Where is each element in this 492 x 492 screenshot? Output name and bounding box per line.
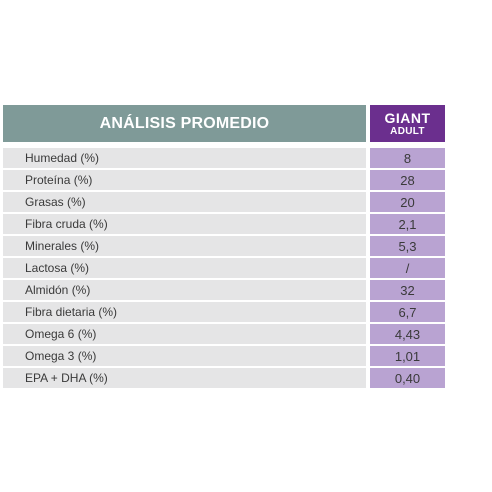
row-label: Humedad (%) bbox=[3, 148, 366, 168]
row-label: Omega 3 (%) bbox=[3, 346, 366, 366]
row-label: Fibra dietaria (%) bbox=[3, 302, 366, 322]
row-value: 1,01 bbox=[370, 346, 445, 366]
row-label: Almidón (%) bbox=[3, 280, 366, 300]
table-row: Grasas (%) 20 bbox=[3, 192, 445, 212]
row-value: 4,43 bbox=[370, 324, 445, 344]
product-name: GIANT bbox=[384, 109, 431, 126]
row-label: Grasas (%) bbox=[3, 192, 366, 212]
row-label: Fibra cruda (%) bbox=[3, 214, 366, 234]
nutrition-table: ANÁLISIS PROMEDIO GIANT ADULT Humedad (%… bbox=[3, 105, 445, 390]
row-value: 32 bbox=[370, 280, 445, 300]
table-row: Humedad (%) 8 bbox=[3, 148, 445, 168]
table-row: Fibra cruda (%) 2,1 bbox=[3, 214, 445, 234]
header-product: GIANT ADULT bbox=[370, 105, 445, 142]
table-row: Minerales (%) 5,3 bbox=[3, 236, 445, 256]
row-value: 0,40 bbox=[370, 368, 445, 388]
row-label: Proteína (%) bbox=[3, 170, 366, 190]
row-label: EPA + DHA (%) bbox=[3, 368, 366, 388]
row-value: 6,7 bbox=[370, 302, 445, 322]
row-label: Lactosa (%) bbox=[3, 258, 366, 278]
table-row: Lactosa (%) / bbox=[3, 258, 445, 278]
table-row: Omega 6 (%) 4,43 bbox=[3, 324, 445, 344]
header-title: ANÁLISIS PROMEDIO bbox=[3, 105, 366, 142]
row-value: 2,1 bbox=[370, 214, 445, 234]
row-value: 5,3 bbox=[370, 236, 445, 256]
table-row: Omega 3 (%) 1,01 bbox=[3, 346, 445, 366]
table-row: Proteína (%) 28 bbox=[3, 170, 445, 190]
row-value: 20 bbox=[370, 192, 445, 212]
table-row: EPA + DHA (%) 0,40 bbox=[3, 368, 445, 388]
table-row: Almidón (%) 32 bbox=[3, 280, 445, 300]
row-value: 28 bbox=[370, 170, 445, 190]
row-value: 8 bbox=[370, 148, 445, 168]
row-label: Omega 6 (%) bbox=[3, 324, 366, 344]
product-variant: ADULT bbox=[390, 125, 425, 137]
table-body: Humedad (%) 8 Proteína (%) 28 Grasas (%)… bbox=[3, 148, 445, 388]
row-label: Minerales (%) bbox=[3, 236, 366, 256]
row-value: / bbox=[370, 258, 445, 278]
table-row: Fibra dietaria (%) 6,7 bbox=[3, 302, 445, 322]
table-header: ANÁLISIS PROMEDIO GIANT ADULT bbox=[3, 105, 445, 142]
